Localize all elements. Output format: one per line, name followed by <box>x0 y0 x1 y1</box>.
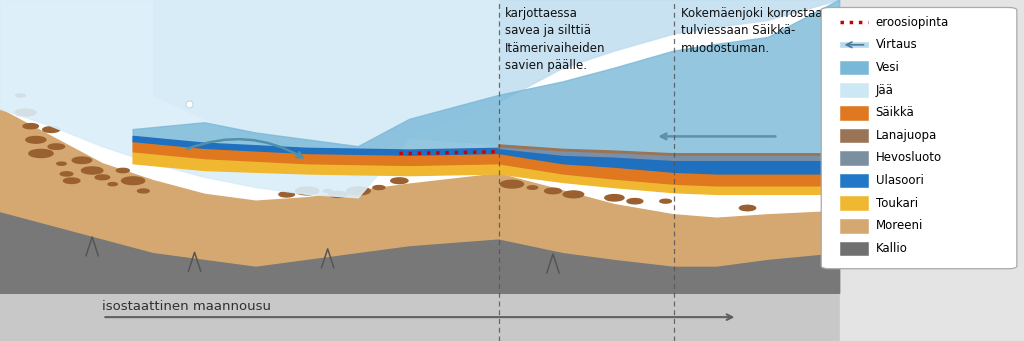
Circle shape <box>60 172 73 176</box>
Circle shape <box>15 94 26 97</box>
Polygon shape <box>133 152 840 194</box>
Polygon shape <box>0 0 499 198</box>
Circle shape <box>563 191 584 198</box>
FancyBboxPatch shape <box>821 8 1017 269</box>
Bar <box>840 129 868 142</box>
Circle shape <box>63 178 80 183</box>
Text: isostaattinen maannousu: isostaattinen maannousu <box>102 300 271 313</box>
Circle shape <box>659 199 672 203</box>
Polygon shape <box>133 136 840 174</box>
Bar <box>0 293 840 341</box>
Text: Hevosluoto: Hevosluoto <box>876 151 942 164</box>
Bar <box>840 106 868 119</box>
Text: karjottaessa
savea ja silttiä
Itämerivaiheiden
savien päälle.: karjottaessa savea ja silttiä Itämerivai… <box>505 7 605 72</box>
Bar <box>840 83 868 97</box>
Circle shape <box>82 167 102 174</box>
Circle shape <box>739 205 756 211</box>
Polygon shape <box>0 109 840 266</box>
Circle shape <box>501 180 523 188</box>
Circle shape <box>527 186 538 189</box>
Circle shape <box>95 175 110 180</box>
Text: Ulasoori: Ulasoori <box>876 174 924 187</box>
Text: Virtaus: Virtaus <box>876 38 918 51</box>
Circle shape <box>373 186 385 190</box>
Polygon shape <box>499 147 840 160</box>
Text: Jää: Jää <box>876 84 893 97</box>
Circle shape <box>43 127 59 132</box>
Circle shape <box>73 157 91 163</box>
Circle shape <box>329 191 347 197</box>
Text: eroosiopinta: eroosiopinta <box>876 16 949 29</box>
Bar <box>840 174 868 188</box>
Circle shape <box>296 187 318 195</box>
Bar <box>840 0 1024 341</box>
Bar <box>840 196 868 210</box>
Circle shape <box>391 178 408 183</box>
Circle shape <box>56 162 67 165</box>
Circle shape <box>117 168 129 173</box>
Text: Lanajuopa: Lanajuopa <box>876 129 937 142</box>
Circle shape <box>627 198 643 204</box>
Circle shape <box>122 177 144 184</box>
Text: Kokemäenjoki korrostaa
tulviessaan Säikkä-
muodostuman.: Kokemäenjoki korrostaa tulviessaan Säikk… <box>681 7 822 55</box>
Circle shape <box>26 136 46 143</box>
Circle shape <box>29 149 53 158</box>
Circle shape <box>545 188 561 194</box>
Bar <box>840 242 868 255</box>
Polygon shape <box>133 0 840 174</box>
Polygon shape <box>133 142 840 186</box>
Polygon shape <box>0 211 840 293</box>
Circle shape <box>279 192 295 197</box>
Bar <box>840 61 868 74</box>
Polygon shape <box>499 145 840 155</box>
Polygon shape <box>154 0 840 177</box>
Text: Vesi: Vesi <box>876 61 899 74</box>
Text: Säikkä: Säikkä <box>876 106 914 119</box>
Text: Kallio: Kallio <box>876 242 907 255</box>
Text: Toukari: Toukari <box>876 197 918 210</box>
Circle shape <box>137 189 150 193</box>
Bar <box>840 151 868 165</box>
Circle shape <box>605 195 624 201</box>
Bar <box>0 0 840 293</box>
Circle shape <box>324 190 332 192</box>
Bar <box>840 42 868 47</box>
Circle shape <box>23 123 39 129</box>
Circle shape <box>15 109 36 116</box>
Bar <box>840 219 868 233</box>
Circle shape <box>346 187 371 195</box>
Circle shape <box>108 182 118 186</box>
Circle shape <box>48 144 65 149</box>
Text: Moreeni: Moreeni <box>876 219 923 232</box>
